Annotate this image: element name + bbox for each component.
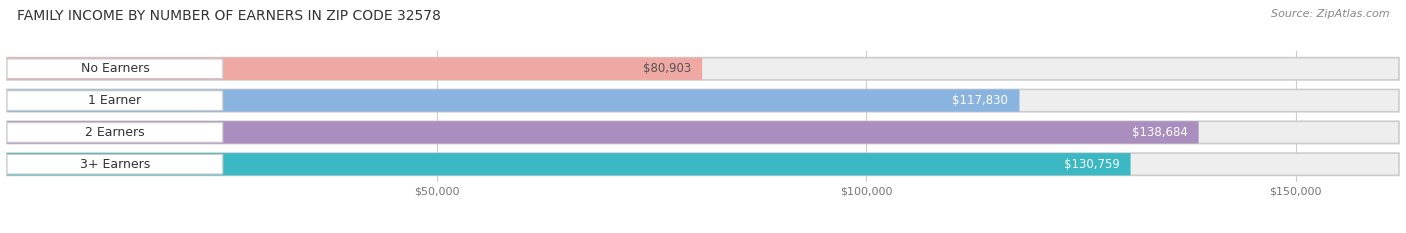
FancyBboxPatch shape	[7, 59, 222, 79]
Text: $117,830: $117,830	[952, 94, 1008, 107]
Text: FAMILY INCOME BY NUMBER OF EARNERS IN ZIP CODE 32578: FAMILY INCOME BY NUMBER OF EARNERS IN ZI…	[17, 9, 440, 23]
Text: $138,684: $138,684	[1132, 126, 1188, 139]
Text: Source: ZipAtlas.com: Source: ZipAtlas.com	[1271, 9, 1389, 19]
FancyBboxPatch shape	[7, 58, 1399, 80]
FancyBboxPatch shape	[7, 89, 1399, 112]
FancyBboxPatch shape	[7, 153, 1130, 175]
Text: 3+ Earners: 3+ Earners	[80, 158, 150, 171]
FancyBboxPatch shape	[7, 89, 1019, 112]
FancyBboxPatch shape	[7, 58, 702, 80]
Text: No Earners: No Earners	[80, 62, 149, 75]
FancyBboxPatch shape	[7, 123, 222, 142]
Text: $80,903: $80,903	[643, 62, 690, 75]
FancyBboxPatch shape	[7, 91, 222, 110]
FancyBboxPatch shape	[7, 121, 1399, 144]
FancyBboxPatch shape	[7, 153, 1399, 175]
Text: $130,759: $130,759	[1063, 158, 1119, 171]
Text: 2 Earners: 2 Earners	[86, 126, 145, 139]
FancyBboxPatch shape	[7, 121, 1199, 144]
FancyBboxPatch shape	[7, 154, 222, 174]
Text: 1 Earner: 1 Earner	[89, 94, 142, 107]
